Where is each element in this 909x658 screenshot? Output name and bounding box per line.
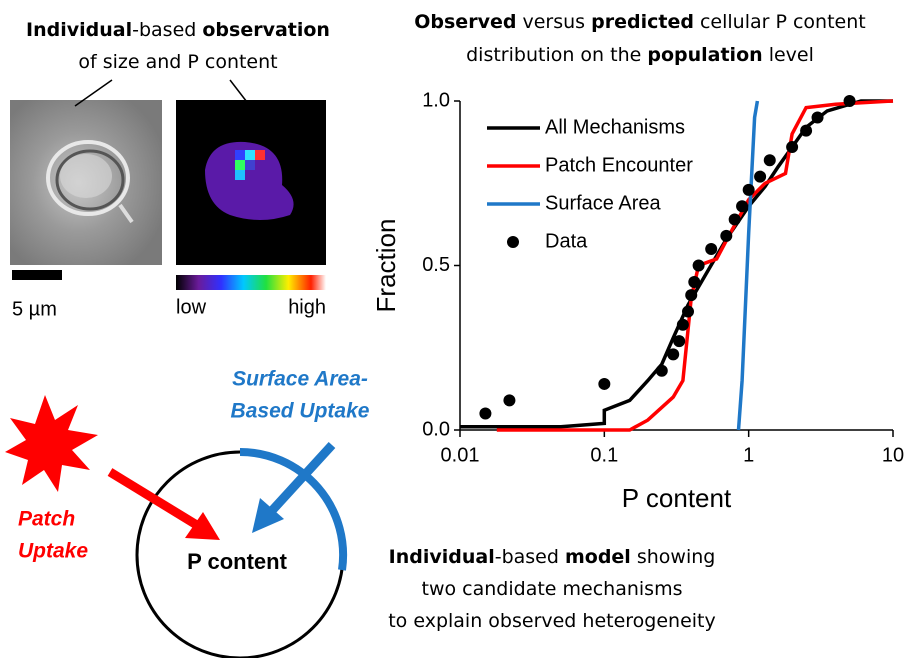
chart-title-part: level: [763, 44, 814, 66]
fluorescence-image: [176, 100, 326, 265]
data-point: [682, 306, 694, 318]
x-tick-label: 10: [882, 444, 904, 466]
data-point: [598, 378, 610, 390]
data-point: [786, 141, 798, 153]
observation-title: of size and P content: [78, 51, 277, 73]
y-tick-label: 1.0: [422, 89, 450, 111]
x-tick-label: 1: [743, 444, 754, 466]
patch-burst: [5, 395, 98, 492]
model-caption-part: Individual: [389, 546, 495, 568]
data-point: [720, 230, 732, 242]
y-tick-label: 0.0: [422, 418, 450, 440]
data-point: [667, 348, 679, 360]
surface-label: Surface Area-: [232, 368, 368, 391]
scale-bar: [12, 270, 62, 280]
patch-arrow: [110, 472, 200, 527]
chart-title: distribution on the population level: [466, 44, 814, 66]
model-caption-part: -based: [495, 546, 565, 568]
legend-label: Data: [545, 230, 588, 252]
data-point: [812, 111, 824, 123]
data-point: [800, 125, 812, 137]
x-tick-label: 0.1: [590, 444, 618, 466]
model-caption: two candidate mechanisms: [422, 578, 683, 600]
surface-label: Based Uptake: [231, 400, 370, 423]
patch-label: Uptake: [18, 540, 88, 563]
legend-label: Surface Area: [545, 192, 662, 214]
x-tick-label: 0.01: [441, 444, 480, 466]
y-axis-label: Fraction: [371, 219, 401, 313]
legend-label: Patch Encounter: [545, 154, 693, 176]
data-point: [479, 408, 491, 420]
brightfield-image: [10, 100, 162, 265]
observation-title-part: observation: [202, 19, 330, 41]
data-point: [844, 95, 856, 107]
colorbar: [176, 275, 326, 290]
colorbar-low: low: [176, 296, 207, 318]
patch-label: Patch: [18, 508, 75, 531]
series-line: [739, 101, 758, 430]
observation-title-part: of size and P content: [78, 51, 277, 73]
model-caption-part: to explain observed heterogeneity: [388, 610, 716, 632]
x-axis-label: P content: [622, 483, 732, 513]
legend-marker: [507, 236, 519, 248]
observation-title-part: Individual: [26, 19, 132, 41]
legend-label: All Mechanisms: [545, 116, 685, 138]
data-point: [693, 260, 705, 272]
center-label: P content: [187, 549, 288, 574]
observation-title-part: -based: [132, 19, 202, 41]
model-caption: Individual-based model showing: [389, 546, 716, 568]
model-caption: to explain observed heterogeneity: [388, 610, 716, 632]
data-point: [688, 276, 700, 288]
data-point: [656, 365, 668, 377]
chart-title-part: cellular P content: [694, 11, 866, 33]
data-point: [503, 394, 515, 406]
chart-title-part: predicted: [591, 11, 694, 33]
chart-title-part: distribution on the: [466, 44, 647, 66]
series-line: [460, 101, 893, 427]
data-point: [743, 184, 755, 196]
data-point: [677, 319, 689, 331]
model-caption-part: showing: [631, 546, 716, 568]
model-caption-part: two candidate mechanisms: [422, 578, 683, 600]
data-point: [705, 243, 717, 255]
data-point: [736, 200, 748, 212]
data-point: [729, 213, 741, 225]
observation-title: Individual-based observation: [26, 19, 330, 41]
colorbar-high: high: [288, 296, 326, 318]
model-caption-part: model: [565, 546, 631, 568]
data-point: [685, 289, 697, 301]
data-point: [754, 171, 766, 183]
scale-bar-label: 5 µm: [12, 298, 57, 320]
chart-title-part: versus: [516, 11, 591, 33]
chart-title-part: population: [647, 44, 762, 66]
y-tick-label: 0.5: [422, 254, 450, 276]
chart-title-part: Observed: [414, 11, 516, 33]
data-point: [764, 154, 776, 166]
data-point: [673, 335, 685, 347]
chart-title: Observed versus predicted cellular P con…: [414, 11, 865, 33]
figure: 5 µm low high Surface Area- Based Uptake…: [0, 0, 909, 658]
